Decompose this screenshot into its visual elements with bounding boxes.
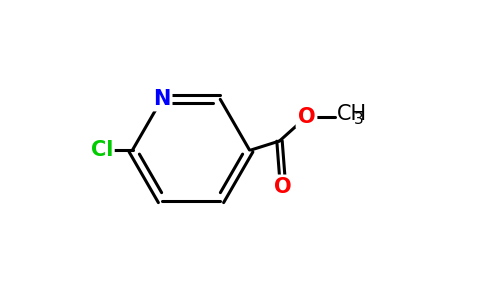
- Text: 3: 3: [354, 112, 363, 128]
- Text: CH: CH: [336, 104, 366, 124]
- Text: Cl: Cl: [91, 140, 114, 160]
- Text: N: N: [153, 89, 170, 109]
- Text: O: O: [298, 107, 315, 127]
- Text: O: O: [273, 177, 291, 196]
